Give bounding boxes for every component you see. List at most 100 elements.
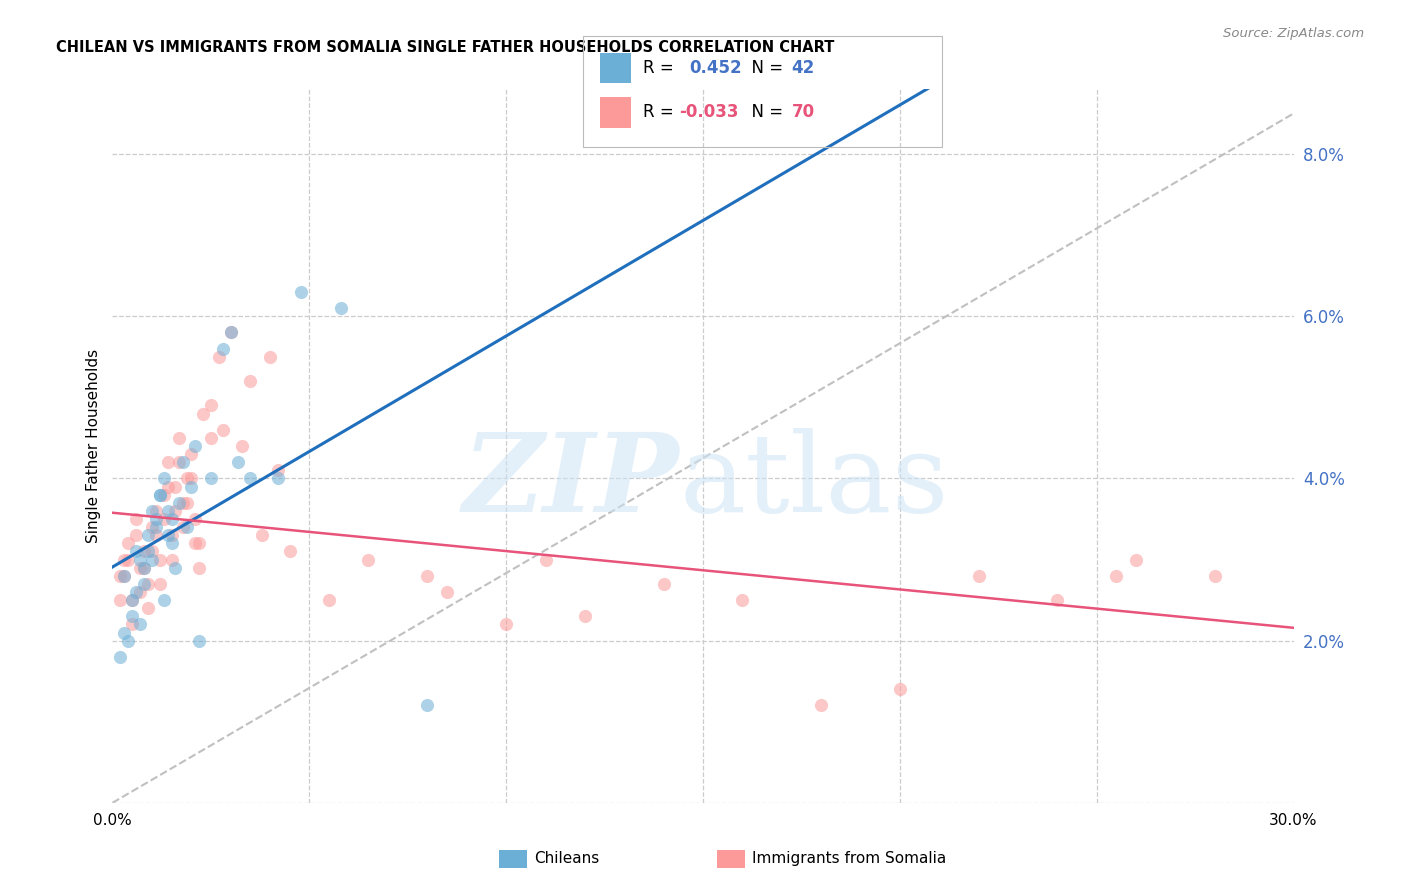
Point xyxy=(110,593,132,607)
Point xyxy=(219,326,242,340)
Point xyxy=(121,609,143,624)
Point xyxy=(169,455,191,469)
Point xyxy=(141,552,163,566)
Point xyxy=(176,520,198,534)
Point xyxy=(121,617,143,632)
Point xyxy=(188,560,211,574)
Point xyxy=(117,633,139,648)
Point xyxy=(132,560,155,574)
Text: R =: R = xyxy=(643,103,679,121)
Point xyxy=(112,625,135,640)
Point xyxy=(184,512,207,526)
Point xyxy=(112,568,135,582)
Point xyxy=(125,528,148,542)
Point xyxy=(152,512,174,526)
Point xyxy=(145,504,167,518)
Point xyxy=(160,552,183,566)
Text: N =: N = xyxy=(741,103,789,121)
Point xyxy=(145,512,167,526)
Point xyxy=(112,568,135,582)
Point xyxy=(200,431,222,445)
Point xyxy=(200,471,222,485)
Point xyxy=(156,504,179,518)
Point xyxy=(112,552,135,566)
Point xyxy=(129,585,152,599)
Point xyxy=(211,423,233,437)
Text: atlas: atlas xyxy=(679,428,949,535)
Point xyxy=(1125,552,1147,566)
Point xyxy=(132,577,155,591)
Point xyxy=(125,585,148,599)
Point xyxy=(172,496,194,510)
Point xyxy=(169,496,191,510)
Point xyxy=(110,568,132,582)
Point xyxy=(152,488,174,502)
Point xyxy=(652,577,675,591)
Point xyxy=(149,488,172,502)
Point xyxy=(810,698,832,713)
Point xyxy=(357,552,380,566)
Text: R =: R = xyxy=(643,59,683,77)
Point xyxy=(129,560,152,574)
Point xyxy=(117,536,139,550)
Point xyxy=(259,350,281,364)
Point xyxy=(136,528,159,542)
Text: Source: ZipAtlas.com: Source: ZipAtlas.com xyxy=(1223,27,1364,40)
Text: CHILEAN VS IMMIGRANTS FROM SOMALIA SINGLE FATHER HOUSEHOLDS CORRELATION CHART: CHILEAN VS IMMIGRANTS FROM SOMALIA SINGL… xyxy=(56,40,835,55)
Point xyxy=(180,479,202,493)
Point xyxy=(1105,568,1128,582)
Point xyxy=(184,439,207,453)
Point xyxy=(200,399,222,413)
Point xyxy=(278,544,301,558)
Point xyxy=(110,649,132,664)
Point xyxy=(318,593,340,607)
Point xyxy=(267,463,290,477)
Point xyxy=(534,552,557,566)
Point xyxy=(574,609,596,624)
Point xyxy=(267,471,290,485)
Point xyxy=(145,520,167,534)
Point xyxy=(967,568,990,582)
Point xyxy=(731,593,754,607)
Point xyxy=(1046,593,1069,607)
Point xyxy=(125,512,148,526)
Point xyxy=(436,585,458,599)
Point xyxy=(211,342,233,356)
Point xyxy=(141,544,163,558)
Point xyxy=(188,633,211,648)
Point xyxy=(136,601,159,615)
Point xyxy=(176,496,198,510)
Text: 70: 70 xyxy=(792,103,814,121)
Text: -0.033: -0.033 xyxy=(679,103,738,121)
Point xyxy=(231,439,253,453)
Text: N =: N = xyxy=(741,59,789,77)
Point xyxy=(180,447,202,461)
Point xyxy=(172,520,194,534)
Point xyxy=(129,552,152,566)
Point xyxy=(495,617,517,632)
Text: ZIP: ZIP xyxy=(463,428,679,535)
Point xyxy=(136,544,159,558)
Point xyxy=(165,560,187,574)
Point xyxy=(208,350,231,364)
Point xyxy=(169,431,191,445)
Point xyxy=(156,479,179,493)
Point xyxy=(176,471,198,485)
Text: 0.452: 0.452 xyxy=(689,59,741,77)
Point xyxy=(239,374,262,388)
Point xyxy=(145,528,167,542)
Point xyxy=(188,536,211,550)
Point xyxy=(160,512,183,526)
Point xyxy=(250,528,273,542)
Point xyxy=(117,552,139,566)
Point xyxy=(329,301,352,315)
Point xyxy=(152,471,174,485)
Point xyxy=(184,536,207,550)
Point xyxy=(416,568,439,582)
Point xyxy=(156,455,179,469)
Point xyxy=(165,479,187,493)
Point xyxy=(889,682,911,697)
Point xyxy=(125,544,148,558)
Point xyxy=(149,577,172,591)
Point xyxy=(228,455,250,469)
